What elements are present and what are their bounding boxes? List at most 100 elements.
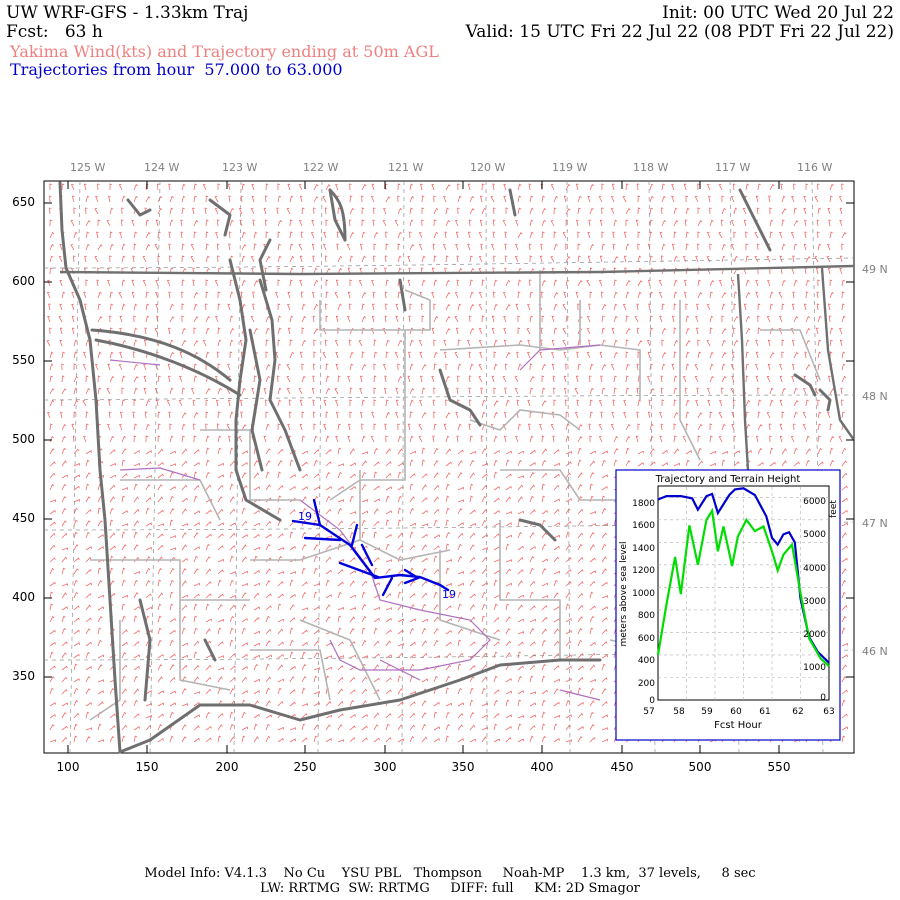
- wind-barb: [757, 303, 761, 311]
- wind-barb: [49, 521, 56, 527]
- inset-left-ticks: 1800 1600 1400 1200 1000 800 600 400 200…: [632, 499, 655, 706]
- wind-barb: [469, 665, 476, 671]
- wind-barb: [337, 486, 344, 491]
- wind-barb: [588, 303, 591, 311]
- wind-barb: [457, 571, 464, 575]
- wind-barb: [625, 460, 631, 467]
- fcst-label: Fcst:: [6, 22, 49, 42]
- wind-barb: [133, 665, 140, 671]
- wind-barb: [277, 375, 280, 383]
- wind-barb: [661, 183, 665, 191]
- wind-barb: [397, 688, 403, 695]
- wind-barb: [133, 303, 138, 311]
- wind-barb: [301, 496, 307, 503]
- wind-barb: [217, 641, 224, 647]
- wind-barb: [709, 291, 713, 299]
- wind-barb: [755, 195, 759, 203]
- wind-barb: [193, 423, 196, 431]
- wind-barb: [503, 292, 507, 299]
- wind-barb: [815, 327, 819, 335]
- wind-barb: [745, 411, 749, 419]
- wind-barb: [205, 459, 210, 467]
- wind-barb: [529, 315, 533, 323]
- wind-barb: [504, 387, 507, 395]
- inset-left-tick: 1000: [632, 589, 655, 599]
- lat-label: 48 N: [862, 390, 888, 403]
- wind-barb: [97, 723, 102, 731]
- wind-barb: [793, 220, 799, 227]
- wind-barb: [145, 567, 151, 575]
- wind-barb: [49, 603, 54, 611]
- wind-barb: [301, 531, 307, 539]
- wind-barb: [743, 219, 747, 227]
- wind-barb: [373, 653, 380, 659]
- wind-barb: [577, 726, 584, 731]
- wind-barb: [637, 462, 644, 467]
- wind-barb: [157, 207, 163, 215]
- wind-barb: [385, 495, 390, 503]
- wind-barb: [589, 544, 595, 551]
- wind-barb: [325, 291, 329, 299]
- wind-barb: [418, 424, 423, 431]
- wind-barb: [457, 195, 462, 203]
- wind-barb: [181, 448, 188, 455]
- wind-barb: [97, 679, 105, 683]
- wind-barb: [780, 183, 783, 191]
- lon-label: 123 W: [222, 161, 257, 174]
- wind-barb: [169, 387, 174, 395]
- wind-barb: [181, 315, 184, 323]
- wind-barb: [779, 375, 783, 383]
- wind-barb: [169, 639, 174, 647]
- wind-barb: [121, 459, 125, 467]
- wind-barb: [120, 219, 124, 227]
- wind-barb: [253, 663, 259, 671]
- wind-barb: [181, 497, 188, 503]
- wind-barb: [361, 640, 367, 647]
- wind-barb: [325, 655, 333, 659]
- wind-barb: [696, 387, 700, 395]
- wind-barb: [347, 435, 351, 443]
- wind-barb: [781, 351, 784, 359]
- wind-barb: [599, 255, 603, 263]
- wind-barb: [361, 231, 366, 239]
- wind-barb: [97, 387, 102, 395]
- wind-barb: [517, 690, 524, 695]
- wind-barb: [107, 279, 111, 287]
- wind-barb: [145, 703, 153, 707]
- wind-barb: [265, 735, 271, 743]
- wind-barb: [277, 485, 284, 491]
- wind-barb: [145, 423, 150, 431]
- lat-label: 47 N: [862, 517, 888, 530]
- wind-barb: [445, 375, 450, 383]
- wind-barb: [433, 447, 439, 455]
- wind-barb: [685, 303, 688, 311]
- wind-barb: [685, 387, 688, 395]
- wind-barb: [613, 291, 618, 299]
- wind-barb: [841, 616, 847, 623]
- wind-barb: [505, 678, 512, 683]
- wind-barb: [589, 679, 597, 683]
- wind-barb: [841, 447, 847, 455]
- wind-barb: [95, 195, 99, 203]
- wind-barb: [325, 268, 331, 275]
- wind-barb: [469, 628, 475, 635]
- wind-barb: [193, 375, 198, 383]
- wind-barb: [625, 315, 629, 323]
- wind-barb: [421, 712, 427, 719]
- wind-barb: [841, 399, 844, 407]
- wind-barb: [589, 183, 595, 191]
- wind-barb: [94, 256, 99, 263]
- wind-barb: [193, 725, 200, 731]
- wind-barb: [121, 255, 126, 263]
- wind-barb: [721, 315, 724, 323]
- wind-barb: [384, 315, 388, 323]
- wind-barb: [301, 713, 308, 719]
- wind-barb: [721, 423, 726, 431]
- wind-barb: [757, 461, 764, 467]
- wind-barb: [445, 363, 448, 371]
- wind-barb: [325, 495, 331, 503]
- wind-barb: [109, 519, 114, 527]
- wind-barb: [361, 627, 366, 635]
- wind-barb: [313, 328, 319, 335]
- wind-barb: [565, 603, 570, 611]
